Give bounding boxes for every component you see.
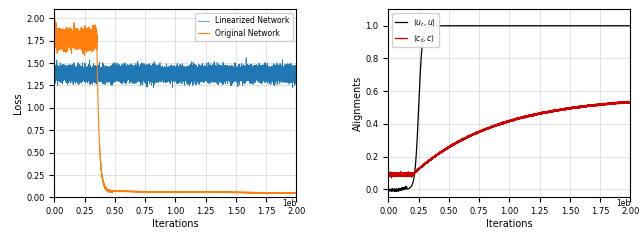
Y-axis label: Loss: Loss	[13, 93, 24, 114]
Y-axis label: Alignments: Alignments	[353, 76, 363, 131]
$\langle u_t, u \rangle$	[627, 24, 634, 27]
Line: Linearized Network: Linearized Network	[54, 58, 296, 88]
Original Network	[51, 11, 58, 14]
Original Network	[292, 192, 300, 194]
$\langle c_t, c \rangle$	[445, 145, 452, 148]
Linearized Network	[197, 68, 205, 70]
$\langle c_t, c \rangle$	[627, 101, 634, 103]
Original Network	[197, 191, 205, 193]
$\langle u_t, u \rangle$	[445, 24, 452, 27]
Original Network	[165, 191, 173, 193]
Original Network	[206, 191, 214, 194]
$\langle u_t, u \rangle$	[558, 24, 566, 27]
$\langle u_t, u \rangle$	[499, 24, 507, 27]
$\langle c_t, c \rangle$	[531, 113, 539, 116]
$\langle c_t, c \rangle$	[499, 122, 507, 125]
Linearized Network	[292, 78, 300, 81]
Line: $\langle c_t, c \rangle$: $\langle c_t, c \rangle$	[388, 101, 630, 178]
$\langle u_t, u \rangle$	[392, 190, 400, 192]
$\langle c_t, c \rangle$	[558, 108, 566, 110]
Original Network	[277, 191, 285, 194]
$\langle c_t, c \rangle$	[540, 112, 548, 114]
Original Network	[224, 191, 232, 194]
Original Network	[51, 15, 58, 18]
Line: Original Network: Original Network	[54, 13, 296, 193]
Linearized Network	[277, 68, 285, 70]
$\langle u_t, u \rangle$	[531, 24, 539, 27]
Line: $\langle u_t, u \rangle$: $\langle u_t, u \rangle$	[388, 26, 630, 191]
Linearized Network	[224, 74, 232, 77]
$\langle c_t, c \rangle$	[385, 173, 392, 176]
Original Network	[111, 190, 118, 193]
Legend: Linearized Network, Original Network: Linearized Network, Original Network	[195, 13, 292, 41]
Linearized Network	[206, 71, 214, 74]
Linearized Network	[51, 71, 58, 74]
$\langle c_t, c \rangle$	[388, 177, 396, 180]
$\langle u_t, u \rangle$	[540, 24, 548, 27]
Text: 1eb: 1eb	[616, 199, 630, 208]
X-axis label: Iterations: Iterations	[486, 219, 532, 229]
Legend: $\langle u_t, u \rangle$, $\langle c_t, c \rangle$: $\langle u_t, u \rangle$, $\langle c_t, …	[392, 13, 439, 47]
$\langle u_t, u \rangle$	[481, 24, 489, 27]
Text: 1eb: 1eb	[282, 199, 296, 208]
Linearized Network	[165, 73, 173, 76]
X-axis label: Iterations: Iterations	[152, 219, 199, 229]
Linearized Network	[111, 70, 118, 73]
Linearized Network	[169, 86, 177, 89]
Linearized Network	[243, 56, 250, 59]
$\langle u_t, u \rangle$	[385, 188, 392, 191]
Original Network	[287, 192, 294, 195]
$\langle c_t, c \rangle$	[627, 100, 634, 103]
$\langle u_t, u \rangle$	[611, 24, 619, 27]
$\langle c_t, c \rangle$	[611, 102, 618, 104]
